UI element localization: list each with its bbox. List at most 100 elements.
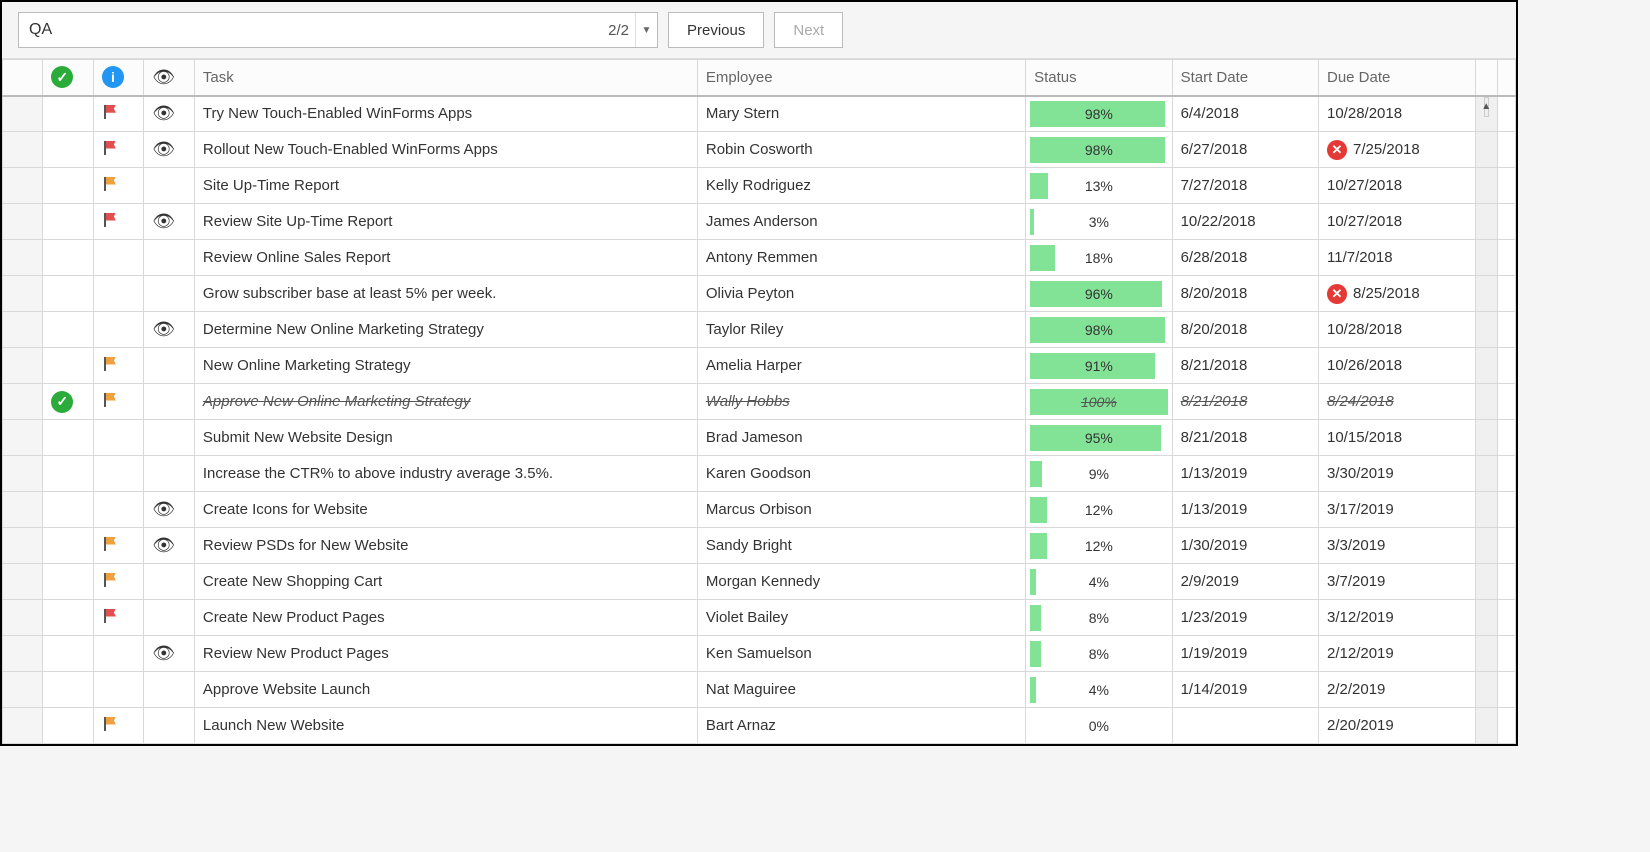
progress-label: 0% [1089,718,1109,734]
table-row[interactable]: 👁Determine New Online Marketing Strategy… [3,312,1516,348]
progress-bar: 8% [1030,605,1167,631]
table-row[interactable]: 👁Review New Product PagesKen Samuelson8%… [3,636,1516,672]
table-row[interactable]: 👁Rollout New Touch-Enabled WinForms Apps… [3,132,1516,168]
eye-cell: 👁 [144,312,195,348]
scrollbar-track[interactable] [1475,456,1497,492]
scrollbar-track[interactable] [1475,132,1497,168]
eye-cell [144,240,195,276]
progress-bar: 98% [1030,137,1167,163]
eye-cell: 👁 [144,132,195,168]
task-cell: Create New Product Pages [194,600,697,636]
header-due[interactable]: Due Date [1319,60,1476,96]
scrollbar-track[interactable] [1475,492,1497,528]
due-date-cell: 10/27/2018 [1319,204,1476,240]
table-row[interactable]: New Online Marketing StrategyAmelia Harp… [3,348,1516,384]
due-date-label: 11/7/2018 [1327,249,1393,266]
scrollbar-track[interactable] [1475,384,1497,420]
due-date-label: 2/20/2019 [1327,717,1394,734]
employee-cell: Brad Jameson [697,420,1025,456]
due-date-cell: 2/2/2019 [1319,672,1476,708]
start-date-cell: 8/20/2018 [1172,312,1318,348]
overdue-icon [1327,284,1347,304]
employee-cell: Morgan Kennedy [697,564,1025,600]
table-row[interactable]: Create New Shopping CartMorgan Kennedy4%… [3,564,1516,600]
row-gutter [3,564,43,600]
employee-cell: Sandy Bright [697,528,1025,564]
progress-label: 13% [1085,178,1113,194]
status-cell: 9% [1026,456,1172,492]
info-circle-icon [102,66,124,88]
header-employee[interactable]: Employee [697,60,1025,96]
eye-cell: 👁 [144,492,195,528]
scroll-up-icon[interactable]: ▲ [1484,97,1489,117]
scrollbar-track[interactable] [1475,312,1497,348]
header-start[interactable]: Start Date [1172,60,1318,96]
flag-cell [93,204,144,240]
search-dropdown-icon[interactable]: ▼ [635,13,657,47]
due-date-label: 8/25/2018 [1353,285,1420,302]
table-row[interactable]: 👁Review Site Up-Time ReportJames Anderso… [3,204,1516,240]
start-date-cell: 1/13/2019 [1172,492,1318,528]
table-row[interactable]: Review Online Sales ReportAntony Remmen1… [3,240,1516,276]
progress-bar: 100% [1030,389,1167,415]
table-row[interactable]: Create New Product PagesViolet Bailey8%1… [3,600,1516,636]
start-date-cell: 8/21/2018 [1172,348,1318,384]
scrollbar-track[interactable] [1475,636,1497,672]
table-row[interactable]: Submit New Website DesignBrad Jameson95%… [3,420,1516,456]
row-gutter [3,96,43,132]
header-eye[interactable]: 👁 [144,60,195,96]
progress-label: 95% [1085,430,1113,446]
status-cell: 98% [1026,312,1172,348]
row-gutter [3,168,43,204]
scrollbar-track[interactable] [1475,168,1497,204]
scrollbar-track[interactable] [1475,420,1497,456]
task-cell: Create New Shopping Cart [194,564,697,600]
employee-cell: Amelia Harper [697,348,1025,384]
header-status[interactable]: Status [1026,60,1172,96]
scrollbar-track[interactable] [1475,528,1497,564]
table-row[interactable]: Increase the CTR% to above industry aver… [3,456,1516,492]
done-cell [43,636,94,672]
search-input[interactable] [19,13,602,47]
next-button[interactable]: Next [774,12,843,48]
progress-label: 91% [1085,358,1113,374]
table-row[interactable]: Approve New Online Marketing StrategyWal… [3,384,1516,420]
scrollbar-track[interactable]: ▲ [1475,96,1497,132]
row-gutter [3,276,43,312]
table-row[interactable]: 👁Try New Touch-Enabled WinForms AppsMary… [3,96,1516,132]
indicator-strip [1497,240,1515,276]
table-row[interactable]: Site Up-Time ReportKelly Rodriguez13%7/2… [3,168,1516,204]
done-cell [43,600,94,636]
scrollbar-track[interactable] [1475,600,1497,636]
flag-cell [93,636,144,672]
table-row[interactable]: 👁Review PSDs for New WebsiteSandy Bright… [3,528,1516,564]
header-task[interactable]: Task [194,60,697,96]
done-cell [43,528,94,564]
indicator-strip [1497,168,1515,204]
done-icon [51,391,73,413]
due-date-cell: 3/7/2019 [1319,564,1476,600]
done-cell [43,348,94,384]
header-done[interactable] [43,60,94,96]
scrollbar-track[interactable] [1475,672,1497,708]
scrollbar-track[interactable] [1475,204,1497,240]
due-date-label: 2/12/2019 [1327,645,1394,662]
table-row[interactable]: Launch New WebsiteBart Arnaz0%2/20/2019 [3,708,1516,744]
table-row[interactable]: Approve Website LaunchNat Maguiree4%1/14… [3,672,1516,708]
flag-icon [102,717,116,731]
task-cell: Determine New Online Marketing Strategy [194,312,697,348]
due-date-label: 10/27/2018 [1327,177,1402,194]
flag-icon [102,357,116,371]
header-info[interactable] [93,60,144,96]
indicator-strip [1497,636,1515,672]
scrollbar-track[interactable] [1475,240,1497,276]
scrollbar-track[interactable] [1475,276,1497,312]
search-box: 2/2 ▼ [18,12,658,48]
scrollbar-track[interactable] [1475,708,1497,744]
previous-button[interactable]: Previous [668,12,764,48]
table-row[interactable]: Grow subscriber base at least 5% per wee… [3,276,1516,312]
scrollbar-track[interactable] [1475,564,1497,600]
table-row[interactable]: 👁Create Icons for WebsiteMarcus Orbison1… [3,492,1516,528]
indicator-strip [1497,312,1515,348]
scrollbar-track[interactable] [1475,348,1497,384]
